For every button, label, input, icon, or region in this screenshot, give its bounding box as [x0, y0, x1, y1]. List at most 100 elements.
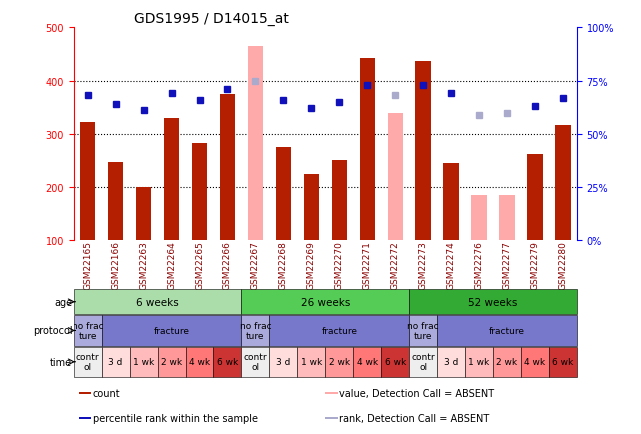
Bar	[437, 316, 577, 346]
Text: 2 wk: 2 wk	[496, 358, 517, 366]
Text: GDS1995 / D14015_at: GDS1995 / D14015_at	[134, 12, 289, 26]
Bar	[326, 417, 338, 419]
Text: 4 wk: 4 wk	[189, 358, 210, 366]
Text: fracture: fracture	[154, 326, 190, 335]
Text: time: time	[50, 357, 72, 367]
Text: no frac
ture: no frac ture	[240, 321, 271, 340]
Bar	[326, 392, 338, 395]
Text: no frac
ture: no frac ture	[407, 321, 439, 340]
Text: 6 wk: 6 wk	[553, 358, 574, 366]
Text: protocol: protocol	[33, 326, 72, 335]
Text: GSM22264: GSM22264	[167, 241, 176, 289]
Text: GSM22263: GSM22263	[139, 241, 148, 289]
Text: 4 wk: 4 wk	[356, 358, 378, 366]
Bar	[220, 95, 235, 241]
Bar	[304, 175, 319, 241]
Bar	[242, 347, 269, 377]
Bar	[276, 148, 291, 241]
Bar	[242, 316, 269, 346]
Bar	[164, 118, 179, 241]
Text: GSM22279: GSM22279	[531, 241, 540, 289]
Bar	[79, 417, 91, 419]
Text: fracture: fracture	[321, 326, 357, 335]
Bar	[381, 347, 409, 377]
Text: no frac
ture: no frac ture	[72, 321, 103, 340]
Text: 6 wk: 6 wk	[385, 358, 406, 366]
Bar	[79, 392, 91, 395]
Bar	[213, 347, 242, 377]
Text: GSM22280: GSM22280	[558, 241, 567, 289]
Bar	[74, 347, 102, 377]
Text: 26 weeks: 26 weeks	[301, 297, 350, 307]
Bar	[549, 347, 577, 377]
Text: contr
ol: contr ol	[412, 352, 435, 372]
Bar	[444, 163, 459, 241]
Bar	[192, 144, 207, 241]
Bar	[242, 289, 409, 315]
Bar	[493, 347, 521, 377]
Bar	[297, 347, 325, 377]
Text: GSM22276: GSM22276	[474, 241, 483, 289]
Bar	[102, 347, 129, 377]
Bar	[528, 155, 543, 241]
Text: GSM22274: GSM22274	[447, 241, 456, 289]
Bar	[108, 163, 123, 241]
Bar	[269, 347, 297, 377]
Text: value, Detection Call = ABSENT: value, Detection Call = ABSENT	[339, 388, 494, 398]
Bar	[158, 347, 185, 377]
Bar	[80, 123, 96, 241]
Text: 1 wk: 1 wk	[469, 358, 490, 366]
Text: GSM22268: GSM22268	[279, 241, 288, 289]
Bar	[471, 196, 487, 241]
Text: 6 wk: 6 wk	[217, 358, 238, 366]
Bar	[353, 347, 381, 377]
Text: GSM22269: GSM22269	[307, 241, 316, 289]
Text: GSM22166: GSM22166	[111, 241, 120, 290]
Bar	[331, 161, 347, 241]
Text: GSM22273: GSM22273	[419, 241, 428, 289]
Text: rank, Detection Call = ABSENT: rank, Detection Call = ABSENT	[339, 413, 490, 423]
Bar	[409, 347, 437, 377]
Text: percentile rank within the sample: percentile rank within the sample	[93, 413, 258, 423]
Text: 6 weeks: 6 weeks	[136, 297, 179, 307]
Text: count: count	[93, 388, 121, 398]
Text: 2 wk: 2 wk	[329, 358, 350, 366]
Bar	[74, 289, 242, 315]
Bar	[129, 347, 158, 377]
Text: GSM22265: GSM22265	[195, 241, 204, 289]
Text: GSM22277: GSM22277	[503, 241, 512, 289]
Text: 3 d: 3 d	[276, 358, 290, 366]
Bar	[360, 59, 375, 241]
Text: GSM22270: GSM22270	[335, 241, 344, 289]
Bar	[521, 347, 549, 377]
Bar	[437, 347, 465, 377]
Text: 52 weeks: 52 weeks	[469, 297, 518, 307]
Text: 1 wk: 1 wk	[301, 358, 322, 366]
Text: 4 wk: 4 wk	[524, 358, 545, 366]
Text: 3 d: 3 d	[444, 358, 458, 366]
Bar	[269, 316, 409, 346]
Bar	[136, 187, 151, 241]
Bar	[415, 62, 431, 241]
Bar	[499, 196, 515, 241]
Text: contr
ol: contr ol	[244, 352, 267, 372]
Text: GSM22266: GSM22266	[223, 241, 232, 289]
Text: GSM22272: GSM22272	[391, 241, 400, 289]
Text: 2 wk: 2 wk	[161, 358, 182, 366]
Bar	[247, 47, 263, 241]
Text: fracture: fracture	[489, 326, 525, 335]
Bar	[102, 316, 242, 346]
Bar	[74, 316, 102, 346]
Bar	[388, 113, 403, 241]
Bar	[325, 347, 353, 377]
Bar	[409, 316, 437, 346]
Bar	[409, 289, 577, 315]
Text: GSM22267: GSM22267	[251, 241, 260, 289]
Text: GSM22271: GSM22271	[363, 241, 372, 289]
Bar	[185, 347, 213, 377]
Text: GSM22165: GSM22165	[83, 241, 92, 290]
Text: age: age	[54, 297, 72, 307]
Text: contr
ol: contr ol	[76, 352, 99, 372]
Bar	[465, 347, 493, 377]
Text: 3 d: 3 d	[108, 358, 123, 366]
